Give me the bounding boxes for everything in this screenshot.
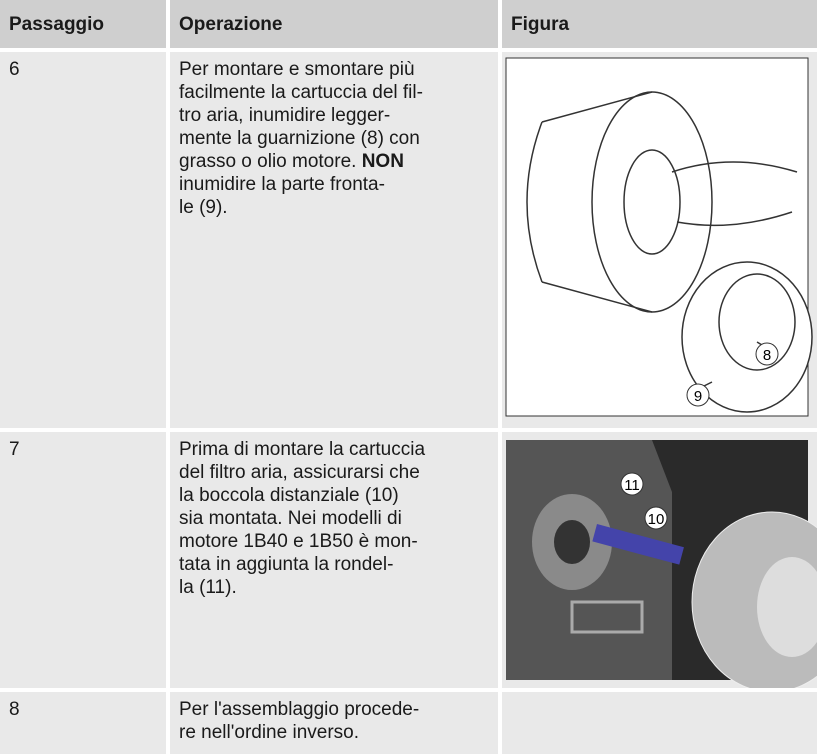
text-line: grasso o olio motore. NON [179, 150, 489, 173]
text-line: tata in aggiunta la rondel- [179, 554, 394, 575]
figure-cell: 8 9 [502, 52, 817, 428]
text-line: del filtro aria, assicurarsi che [179, 462, 420, 483]
callout: 10 [648, 511, 665, 528]
callout: 9 [694, 388, 702, 405]
step: 6 [0, 52, 166, 428]
text-line: la (11). [179, 577, 237, 598]
step: 7 [0, 432, 166, 688]
text-line: sia montata. Nei modelli di [179, 508, 402, 529]
header-cell: Figura [502, 0, 817, 48]
text-line: Prima di montare la cartuccia [179, 439, 426, 460]
text-line: inumidire la parte fronta- [179, 174, 385, 195]
text-line: tro aria, inumidire legger- [179, 105, 391, 126]
callout: 8 [763, 347, 771, 364]
step: 8 [0, 692, 166, 754]
text-run: grasso o olio motore. [179, 151, 357, 172]
figure: 11 10 [506, 440, 817, 693]
text-line: Per montare e smontare più [179, 59, 415, 80]
figure-cell: 11 10 [502, 432, 817, 693]
text-line: la boccola distanziale (10) [179, 485, 399, 506]
operation: Per l'assemblaggio procede-re nell'ordin… [170, 692, 498, 754]
bold-run: NON [361, 151, 404, 172]
header-cell: Passaggio [0, 0, 166, 48]
text-line: le (9). [179, 197, 228, 218]
text-line: Per l'assemblaggio procede- [179, 699, 420, 720]
figure: 8 9 [505, 57, 813, 417]
text-line: motore 1B40 e 1B50 è mon- [179, 531, 418, 552]
text-line: re nell'ordine inverso. [179, 722, 359, 743]
header-cell: Operazione [170, 0, 498, 48]
figure-cell [502, 692, 817, 754]
operation: Prima di montare la cartuccia del filtro … [170, 432, 498, 688]
text-line: facilmente la cartuccia del fil- [179, 82, 423, 103]
callout: 11 [624, 477, 640, 494]
operation: Per montare e smontare più facilmente la … [170, 52, 498, 428]
text-line: mente la guarnizione (8) con [179, 128, 420, 149]
